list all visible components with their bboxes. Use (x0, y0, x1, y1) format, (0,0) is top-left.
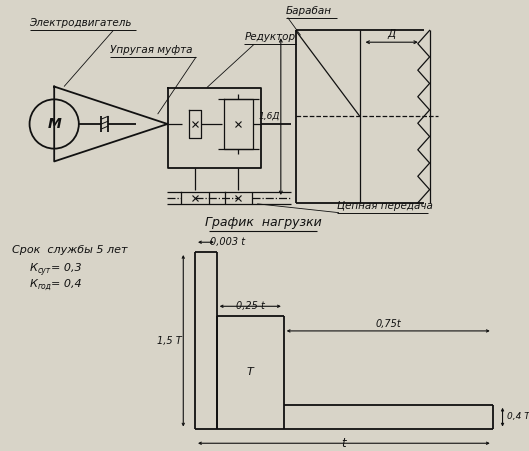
Text: График  нагрузки: График нагрузки (205, 216, 322, 230)
Text: = 0,3: = 0,3 (51, 263, 82, 273)
Text: год: год (38, 282, 51, 291)
Text: 1,5 Т: 1,5 Т (157, 336, 182, 346)
Text: Электродвигатель: Электродвигатель (30, 18, 132, 28)
Text: 0,003 t: 0,003 t (210, 237, 245, 247)
Text: М: М (47, 117, 61, 131)
Text: 0,25 t: 0,25 t (236, 301, 264, 311)
Text: 0,4 Т: 0,4 Т (507, 412, 529, 421)
Text: 0,75t: 0,75t (376, 319, 401, 329)
Text: К: К (30, 279, 38, 289)
Text: Барабан: Барабан (286, 5, 332, 16)
Text: Цепная передача: Цепная передача (337, 201, 433, 211)
Text: Срок  службы 5 лет: Срок службы 5 лет (12, 245, 127, 255)
Text: Упругая муфта: Упругая муфта (111, 45, 193, 55)
Text: Д: Д (387, 29, 395, 39)
Text: = 0,4: = 0,4 (51, 279, 82, 289)
Text: К: К (30, 263, 38, 273)
Text: Т: Т (247, 367, 254, 377)
Text: 1,6Д: 1,6Д (258, 111, 280, 120)
Text: Редуктор: Редуктор (244, 32, 296, 42)
Text: t: t (342, 437, 346, 450)
Text: сут: сут (38, 266, 51, 275)
